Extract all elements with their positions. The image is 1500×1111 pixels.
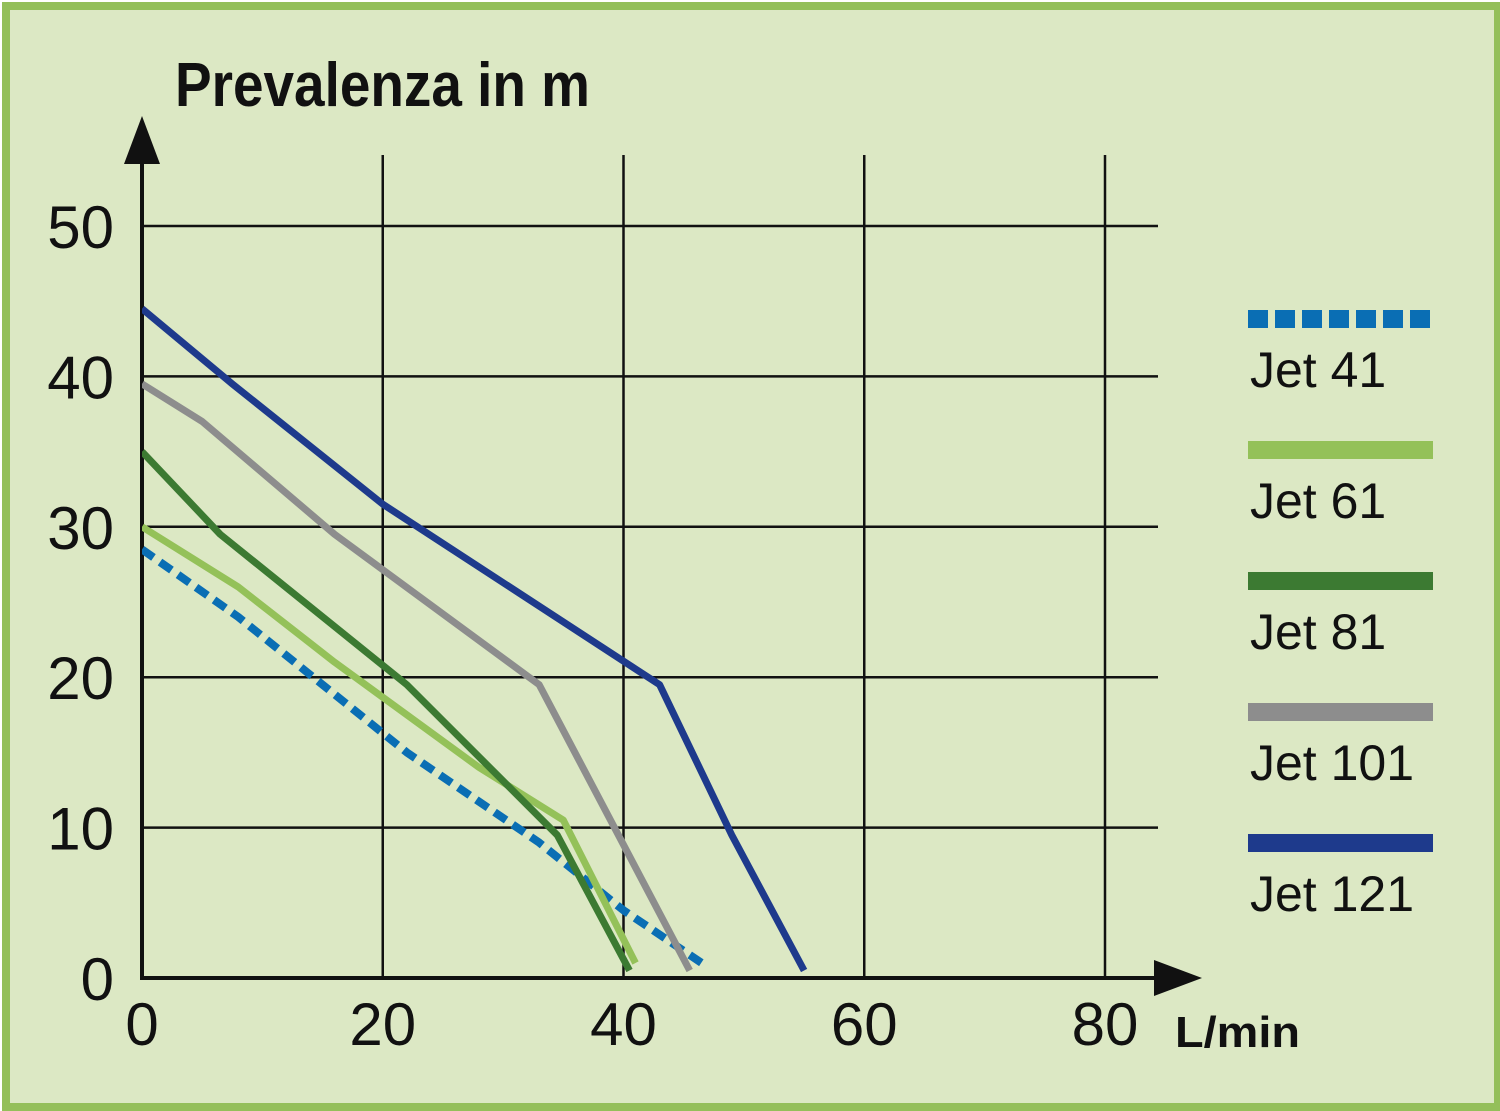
y-tick-label: 50 bbox=[47, 194, 114, 261]
series-line-jet-121 bbox=[142, 306, 808, 973]
y-tick-label: 40 bbox=[47, 344, 114, 411]
x-tick-label: 80 bbox=[1072, 991, 1139, 1058]
legend-label-jet-101: Jet 101 bbox=[1250, 735, 1414, 791]
series-line-jet-41 bbox=[142, 546, 704, 967]
grid bbox=[142, 155, 1158, 978]
legend: Jet 41 Jet 61 Jet 81 Jet 101 Jet 121 bbox=[1248, 310, 1433, 922]
x-axis-title: L/min bbox=[1175, 1008, 1300, 1057]
series-line-jet-61 bbox=[142, 523, 639, 965]
series bbox=[142, 306, 808, 973]
x-tick-label: 0 bbox=[125, 991, 158, 1058]
y-axis-title: Prevalenza in m bbox=[175, 51, 590, 120]
tick-labels: 0 10 20 30 40 50 0 20 40 60 80 bbox=[47, 194, 1138, 1058]
y-tick-label: 10 bbox=[47, 796, 114, 863]
series-line-jet-101 bbox=[142, 380, 693, 973]
y-tick-label: 0 bbox=[81, 946, 114, 1013]
x-axis-arrow bbox=[1154, 960, 1202, 996]
legend-label-jet-41: Jet 41 bbox=[1250, 342, 1386, 398]
legend-label-jet-61: Jet 61 bbox=[1250, 473, 1386, 529]
x-tick-label: 40 bbox=[590, 991, 657, 1058]
legend-label-jet-121: Jet 121 bbox=[1250, 866, 1414, 922]
y-tick-label: 20 bbox=[47, 645, 114, 712]
legend-label-jet-81: Jet 81 bbox=[1250, 604, 1386, 660]
series-line-jet-81 bbox=[142, 449, 633, 973]
y-axis-arrow bbox=[124, 116, 160, 164]
y-tick-label: 30 bbox=[47, 495, 114, 562]
axes bbox=[124, 116, 1202, 996]
x-tick-label: 60 bbox=[831, 991, 898, 1058]
x-tick-label: 20 bbox=[349, 991, 416, 1058]
